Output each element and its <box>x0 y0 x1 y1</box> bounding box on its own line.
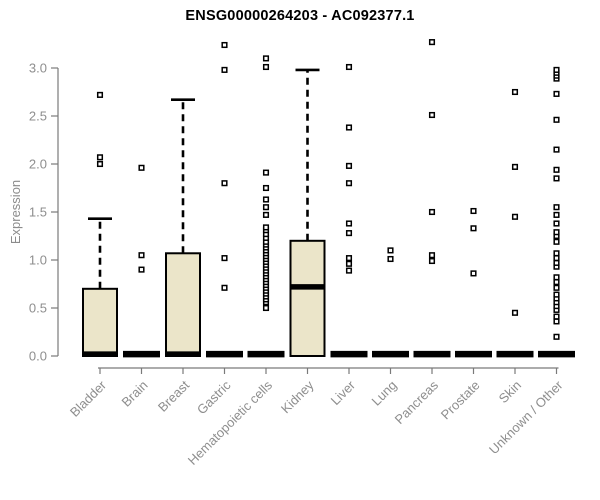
outlier-point <box>553 333 560 340</box>
outlier-point <box>553 284 560 291</box>
outlier-point <box>553 90 560 97</box>
outlier-point <box>221 284 228 291</box>
y-tick-label: 2.0 <box>29 157 47 172</box>
outlier-point <box>345 220 353 227</box>
outlier-point <box>553 291 560 298</box>
chart-title: ENSG00000264203 - AC092377.1 <box>185 8 415 24</box>
outlier-point <box>262 184 270 192</box>
outlier-point <box>553 250 560 257</box>
box <box>82 287 118 357</box>
outlier-point <box>553 175 560 182</box>
outlier-point <box>553 166 560 173</box>
outlier-point <box>262 211 270 218</box>
y-tick-label: 1.5 <box>29 205 47 220</box>
outlier-point <box>345 63 353 71</box>
outlier-point <box>221 41 228 49</box>
outlier-point <box>345 267 353 274</box>
outlier-point <box>387 255 394 263</box>
x-tick-label: Gastric <box>194 377 234 417</box>
outlier-point <box>553 238 560 245</box>
x-tick-label: Brain <box>119 378 151 410</box>
outlier-point <box>221 66 228 73</box>
outlier-point <box>96 91 104 98</box>
outlier-point <box>262 304 270 312</box>
outlier-point <box>511 163 519 170</box>
x-tick-label: Pancreas <box>392 377 442 427</box>
outlier-point <box>553 229 560 236</box>
x-tick-label: Unknown / Other <box>486 377 566 457</box>
outlier-point <box>428 208 436 216</box>
outlier-point <box>262 63 270 71</box>
outlier-point <box>345 230 353 237</box>
box <box>165 252 201 357</box>
outlier-point <box>262 224 270 231</box>
outlier-point <box>345 180 353 187</box>
outlier-point <box>221 255 228 262</box>
outlier-point <box>345 162 353 169</box>
y-tick-label: 2.5 <box>29 109 47 124</box>
outlier-point <box>511 309 519 316</box>
outlier-point <box>553 146 560 153</box>
outlier-point <box>262 169 270 176</box>
outlier-point <box>553 66 560 73</box>
outlier-point <box>138 164 145 171</box>
outlier-point <box>221 180 228 187</box>
outlier-point <box>470 225 477 232</box>
outlier-point <box>428 39 436 46</box>
outlier-point <box>470 270 477 277</box>
outlier-point <box>553 279 560 286</box>
outlier-point <box>470 207 477 215</box>
outlier-point <box>428 252 436 259</box>
outlier-point <box>262 55 270 62</box>
outlier-point <box>553 318 560 325</box>
outlier-point <box>428 257 436 265</box>
x-tick-label: Breast <box>155 377 192 414</box>
outlier-point <box>96 154 104 161</box>
y-tick-label: 3.0 <box>29 61 47 76</box>
outlier-point <box>553 259 560 266</box>
outlier-point <box>511 88 519 96</box>
outlier-point <box>138 266 145 273</box>
outlier-point <box>345 260 353 267</box>
outlier-point <box>428 111 436 119</box>
outlier-point <box>345 255 353 262</box>
outlier-point <box>553 220 560 227</box>
y-tick-label: 0.0 <box>29 349 47 364</box>
outlier-point <box>511 213 519 220</box>
outlier-point <box>553 313 560 320</box>
x-tick-label: Bladder <box>67 377 110 420</box>
outlier-point <box>387 247 394 254</box>
y-tick-label: 1.0 <box>29 253 47 268</box>
outlier-point <box>553 116 560 123</box>
outlier-point <box>262 204 270 211</box>
outlier-point <box>553 255 560 262</box>
x-tick-label: Lung <box>369 378 400 409</box>
outlier-point <box>96 160 104 168</box>
x-tick-label: Skin <box>496 378 524 406</box>
x-tick-label: Kidney <box>278 377 317 416</box>
outlier-point <box>345 124 353 131</box>
x-tick-label: Prostate <box>438 378 483 423</box>
outlier-point <box>138 252 145 259</box>
outlier-point <box>553 204 560 211</box>
outlier-point <box>262 196 270 203</box>
box <box>289 239 326 357</box>
x-tick-label: Liver <box>328 377 359 408</box>
outlier-point <box>553 274 560 281</box>
y-tick-label: 0.5 <box>29 301 47 316</box>
outlier-point <box>553 211 560 218</box>
